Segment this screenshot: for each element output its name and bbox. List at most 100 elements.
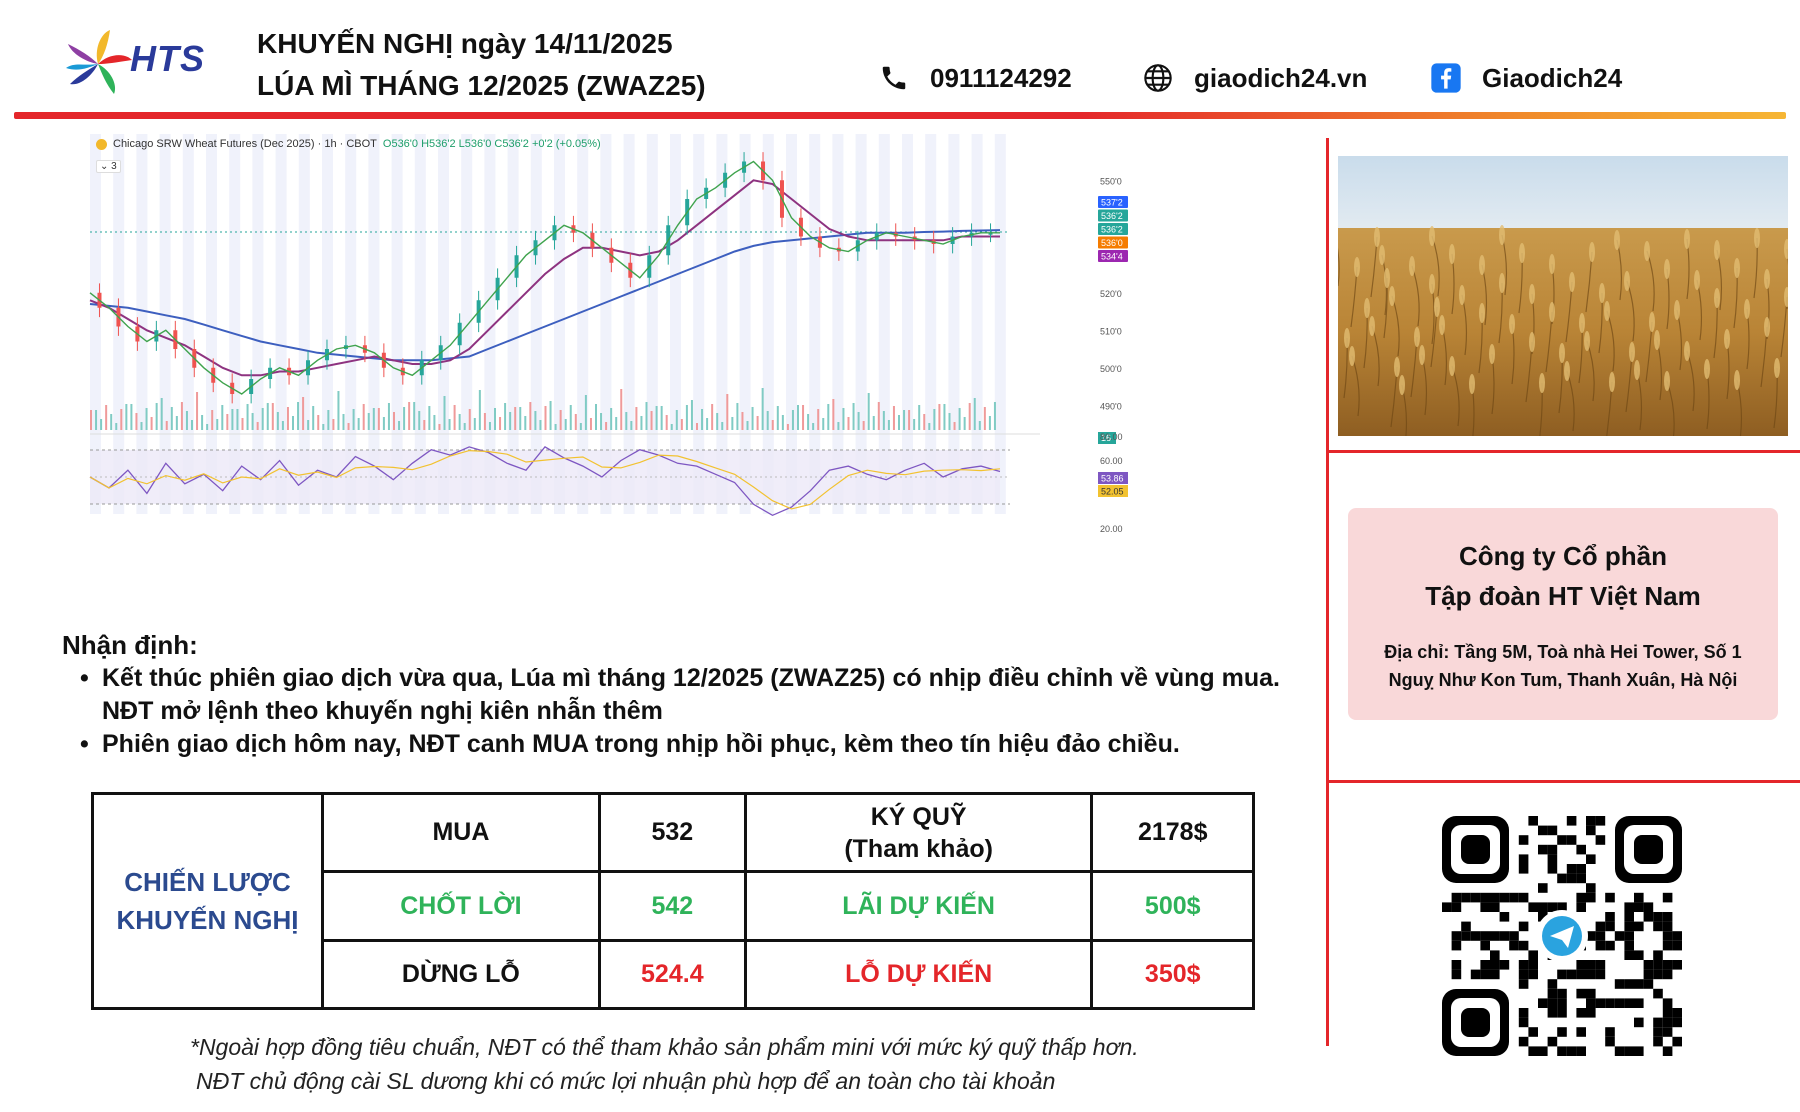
volume-badge-label: 16: [1101, 433, 1111, 443]
phone-contact[interactable]: 0911124292: [876, 60, 1072, 96]
price-badge-label: 534'4: [1101, 252, 1123, 262]
session-band: [507, 134, 519, 514]
volume-bar: [898, 415, 900, 430]
volume-bar: [211, 410, 214, 430]
volume-bar: [620, 389, 623, 430]
volume-bar: [332, 419, 335, 430]
volume-bar: [837, 422, 840, 430]
volume-bar: [958, 408, 961, 430]
volume-bar: [726, 394, 729, 430]
volume-bar: [953, 422, 956, 430]
volume-bar: [817, 409, 820, 430]
header-divider: [14, 112, 1786, 119]
volume-bar: [473, 418, 476, 430]
volume-bar: [756, 416, 759, 430]
volume-bar: [458, 414, 461, 430]
panel-divider: [1327, 780, 1800, 783]
volume-bar: [509, 412, 512, 430]
website-contact[interactable]: giaodich24.vn: [1140, 60, 1367, 96]
session-band: [646, 134, 658, 514]
volume-bar: [120, 409, 123, 430]
session-band: [878, 134, 890, 514]
volume-bar: [342, 414, 345, 430]
volume-bar: [514, 407, 517, 430]
volume-bar: [761, 388, 764, 430]
volume-bar: [534, 411, 537, 430]
volume-bar: [696, 423, 698, 430]
volume-bar: [387, 403, 390, 430]
volume-bar: [812, 423, 815, 430]
session-band: [530, 134, 542, 514]
price-axis-tick: 520'0: [1100, 289, 1122, 299]
page-subtitle: LÚA MÌ THÁNG 12/2025 (ZWAZ25): [257, 70, 706, 101]
rsi-axis-tick: 60.00: [1100, 456, 1123, 466]
price-axis-tick: 510'0: [1100, 326, 1122, 336]
volume-bar: [408, 402, 411, 430]
price-line: [89, 160, 1000, 395]
volume-bar: [928, 423, 931, 430]
take-profit-label: CHỐT LỜI: [321, 870, 601, 942]
volume-bar: [746, 421, 749, 430]
take-profit-price: 542: [597, 870, 747, 942]
price-chart[interactable]: 550'0 520'0 510'0 500'0 490'0 537'2 536'2 536'2…: [88, 134, 1300, 588]
volume-bar: [660, 406, 663, 430]
session-band: [623, 134, 635, 514]
page-title: KHUYẾN NGHỊ ngày 14/11/2025: [257, 28, 673, 59]
company-name: Công ty Cổ phần Tập đoàn HT Việt Nam: [1425, 541, 1701, 611]
entry-price: 532: [597, 791, 747, 874]
volume-bar: [403, 407, 406, 430]
volume-bar: [130, 404, 133, 430]
volume-bar: [887, 420, 890, 430]
volume-bar: [216, 419, 219, 430]
volume-bar: [968, 403, 971, 430]
strategy-label: CHIẾN LƯỢC KHUYẾN NGHỊ: [91, 792, 324, 1010]
panel-divider: [1327, 450, 1800, 453]
volume-bar: [933, 409, 936, 430]
facebook-contact[interactable]: Giaodich24: [1428, 60, 1622, 96]
volume-bar: [852, 403, 855, 430]
margin-label: KÝ QUỸ (Tham khảo): [743, 791, 1094, 874]
volume-bar: [256, 422, 259, 430]
volume-bar: [463, 423, 466, 430]
candle-body: [988, 232, 993, 235]
volume-bar: [191, 420, 193, 430]
moving-average-purple: [89, 179, 1000, 377]
volume-bar: [448, 419, 451, 430]
price-badge: [1098, 196, 1128, 208]
brand-name: HTS: [130, 38, 205, 79]
volume-bar: [978, 421, 981, 430]
volume-bar: [574, 414, 577, 430]
expected-loss-value: 350$: [1090, 938, 1255, 1011]
telegram-qr-code[interactable]: [1442, 816, 1682, 1056]
volume-bar: [504, 403, 507, 430]
volume-bar: [362, 404, 365, 430]
rsi-badge: [1098, 472, 1128, 484]
volume-bar: [206, 424, 209, 430]
volume-bar: [297, 402, 300, 430]
indicator-collapse[interactable]: ⌄ 3: [96, 160, 121, 173]
session-band: [786, 134, 797, 514]
session-band: [368, 134, 380, 514]
chart-header: Chicago SRW Wheat Futures (Dec 2025) · 1…: [96, 138, 601, 150]
session-band: [994, 134, 1006, 514]
rsi-axis-tick: 80.00: [1100, 432, 1123, 442]
volume-bar: [307, 420, 310, 430]
session-band: [809, 134, 821, 514]
volume-bar: [983, 407, 986, 430]
session-band: [855, 134, 867, 514]
volume-bar: [918, 405, 921, 430]
volume-bar: [499, 417, 502, 430]
volume-bar: [751, 407, 754, 430]
volume-bar: [923, 414, 926, 430]
rsi-badge-label: 53.86: [1101, 474, 1124, 484]
analysis-bullet: Kết thúc phiên giao dịch vừa qua, Lúa mì…: [80, 662, 1310, 728]
price-axis-tick: 500'0: [1100, 364, 1122, 374]
volume-bar: [352, 409, 355, 430]
volume-bar: [478, 390, 481, 430]
volume-bar: [286, 407, 289, 430]
phone-icon: [876, 60, 912, 96]
volume-bar: [544, 406, 547, 430]
session-band: [136, 134, 148, 514]
stop-loss-price: 524.4: [597, 938, 747, 1011]
price-badge-label: 537'2: [1101, 198, 1123, 208]
